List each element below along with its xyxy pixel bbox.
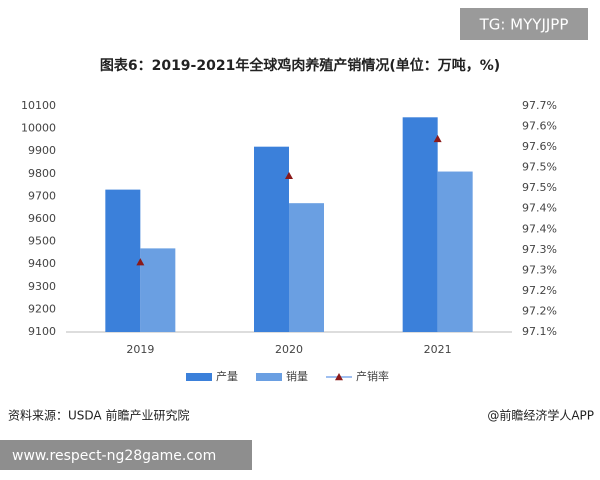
y-tick-label: 9400	[28, 257, 56, 270]
y2-tick-label: 97.3%	[522, 263, 557, 276]
y-tick-label: 10000	[21, 122, 56, 135]
bar	[289, 203, 324, 332]
rate-marker	[136, 258, 145, 266]
url-banner: www.respect-ng28game.com	[12, 448, 216, 464]
y-tick-label: 9800	[28, 167, 56, 180]
bar	[105, 189, 141, 332]
legend-marker	[335, 373, 343, 381]
source: 资料来源：USDA 前瞻产业研究院	[8, 408, 189, 423]
y2-tick-label: 97.6%	[522, 140, 557, 153]
y2-tick-label: 97.5%	[522, 161, 557, 174]
y-tick-label: 9700	[28, 189, 56, 202]
x-tick-label: 2019	[126, 343, 154, 356]
y-tick-label: 9200	[28, 302, 56, 315]
y-tick-label: 9900	[28, 144, 56, 157]
y-tick-label: 10100	[21, 99, 56, 112]
y2-tick-label: 97.2%	[522, 284, 557, 297]
rate-marker	[285, 171, 293, 180]
y2-tick-label: 97.5%	[522, 181, 557, 194]
bar	[254, 146, 289, 332]
legend-swatch	[186, 373, 212, 381]
y-tick-label: 9100	[28, 325, 56, 338]
x-tick-label: 2020	[275, 343, 303, 356]
legend-label: 产量	[216, 369, 238, 383]
y2-tick-label: 97.4%	[522, 202, 557, 215]
y2-tick-label: 97.7%	[522, 99, 557, 112]
y-tick-label: 9600	[28, 212, 56, 225]
y2-tick-label: 97.6%	[522, 120, 557, 133]
y2-tick-label: 97.2%	[522, 304, 557, 317]
y2-tick-label: 97.1%	[522, 325, 557, 338]
tag-box	[460, 8, 588, 40]
legend-label: 销量	[286, 369, 308, 383]
bar	[437, 171, 473, 332]
legend-label: 产销率	[356, 369, 389, 383]
y2-tick-label: 97.4%	[522, 222, 557, 235]
y-tick-label: 9300	[28, 280, 56, 293]
bar	[140, 248, 176, 332]
tag: TG: MYYJJPP	[479, 16, 569, 34]
chart-title: 图表6：2019-2021年全球鸡肉养殖产销情况(单位：万吨，%)	[100, 57, 500, 74]
credit: @前瞻经济学人APP	[487, 408, 594, 423]
y2-tick-label: 97.3%	[522, 243, 557, 256]
url-box	[0, 440, 252, 470]
bar	[402, 117, 438, 332]
legend-swatch	[256, 373, 282, 381]
rate-marker	[433, 134, 442, 143]
x-tick-label: 2021	[424, 343, 452, 356]
y-tick-label: 9500	[28, 235, 56, 248]
